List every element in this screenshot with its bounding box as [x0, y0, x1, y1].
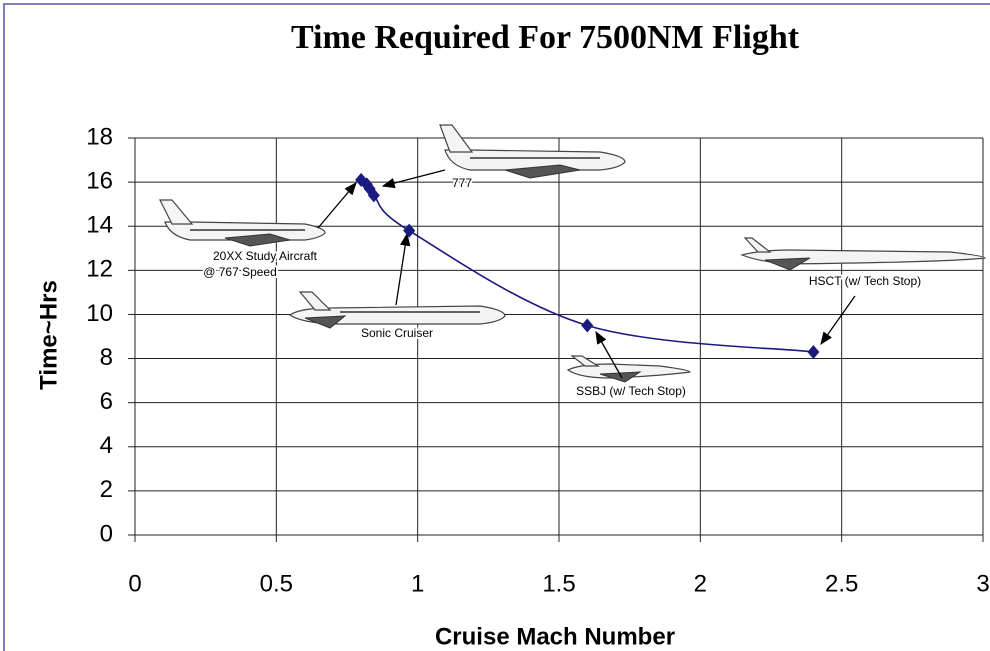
frame — [3, 3, 990, 651]
annotation: 20XX Study Aircraft — [213, 249, 318, 263]
plane-ssbj — [566, 355, 691, 383]
plane-20xx — [159, 199, 326, 247]
y-tick-label: 0 — [100, 520, 113, 547]
x-axis-label: Cruise Mach Number — [435, 623, 675, 650]
plane-sonic-cruiser — [288, 291, 506, 329]
y-tick-label: 2 — [100, 476, 113, 503]
x-tick-label: 1 — [411, 570, 424, 597]
y-tick-label: 14 — [86, 212, 113, 239]
x-tick-label: 1.5 — [542, 570, 575, 597]
x-tick-label: 0.5 — [260, 570, 293, 597]
series — [355, 172, 820, 359]
chart-title: Time Required For 7500NM Flight — [291, 19, 800, 56]
grid: 0 2 4 6 8 10 12 14 16 18 0 0.5 1 1.5 2 2.5 3 — [86, 123, 989, 597]
data-point — [807, 344, 820, 359]
arrow — [595, 330, 623, 379]
arrow — [820, 295, 856, 346]
x-tick-label: 2 — [694, 570, 707, 597]
y-tick-label: 16 — [86, 167, 113, 194]
data-point — [403, 223, 416, 238]
x-tick-label: 0 — [128, 570, 141, 597]
y-tick-label: 10 — [86, 300, 113, 327]
plane-777 — [439, 124, 626, 179]
arrow — [317, 182, 357, 229]
y-tick-label: 6 — [100, 388, 113, 415]
annotation: @ 767 Speed — [203, 265, 277, 279]
annotation: HSCT (w/ Tech Stop) — [809, 274, 921, 288]
x-tick-label: 3 — [976, 570, 989, 597]
y-tick-label: 18 — [86, 123, 113, 150]
annotation: SSBJ (w/ Tech Stop) — [576, 384, 686, 398]
data-point — [581, 318, 594, 333]
y-axis-label: Time~Hrs — [35, 280, 62, 390]
y-tick-label: 8 — [100, 344, 113, 371]
annotation: 777 — [452, 176, 472, 190]
arrow — [395, 232, 411, 306]
x-tick-label: 2.5 — [825, 570, 858, 597]
arrow — [381, 169, 446, 189]
plane-hsct — [740, 237, 986, 271]
y-tick-label: 12 — [86, 256, 113, 283]
annotation: Sonic Cruiser — [361, 326, 433, 340]
data-point — [367, 188, 380, 203]
y-tick-label: 4 — [100, 432, 113, 459]
